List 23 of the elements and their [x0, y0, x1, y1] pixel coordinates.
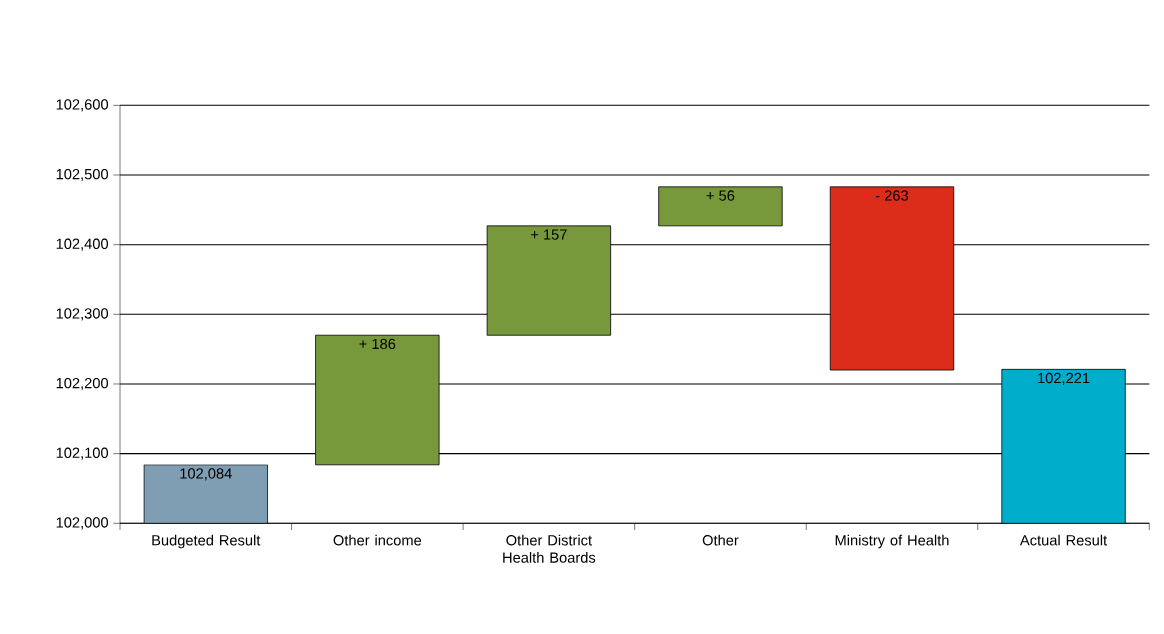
y-tick-label: 102,100: [56, 447, 109, 460]
data-label: 102,084: [180, 468, 232, 481]
data-label: - 263: [875, 190, 909, 201]
y-tick-label: 102,000: [56, 517, 109, 530]
y-tick-label: 102,300: [56, 308, 109, 321]
x-tick-label: Other: [702, 534, 739, 546]
y-tick-label: 102,400: [56, 238, 109, 251]
x-tick-label: Ministry of Health: [835, 534, 949, 549]
x-tick-label: Budgeted Result: [152, 534, 261, 549]
data-label: + 157: [531, 229, 567, 240]
y-tick-label: 102,200: [56, 377, 109, 391]
data-label: + 186: [359, 338, 396, 350]
y-tick-label: 102,500: [56, 168, 109, 182]
data-label: 102,221: [1038, 372, 1090, 385]
x-tick-label: Other District Health Boards: [503, 534, 596, 563]
y-tick-label: 102,600: [56, 99, 109, 112]
bar: [315, 334, 440, 466]
x-tick-label: Actual Result: [1019, 534, 1108, 546]
bar: [658, 186, 783, 227]
x-tick-label: Other income: [333, 534, 422, 546]
data-label: + 56: [706, 190, 735, 201]
bar: [829, 186, 955, 371]
bar: [486, 225, 612, 336]
